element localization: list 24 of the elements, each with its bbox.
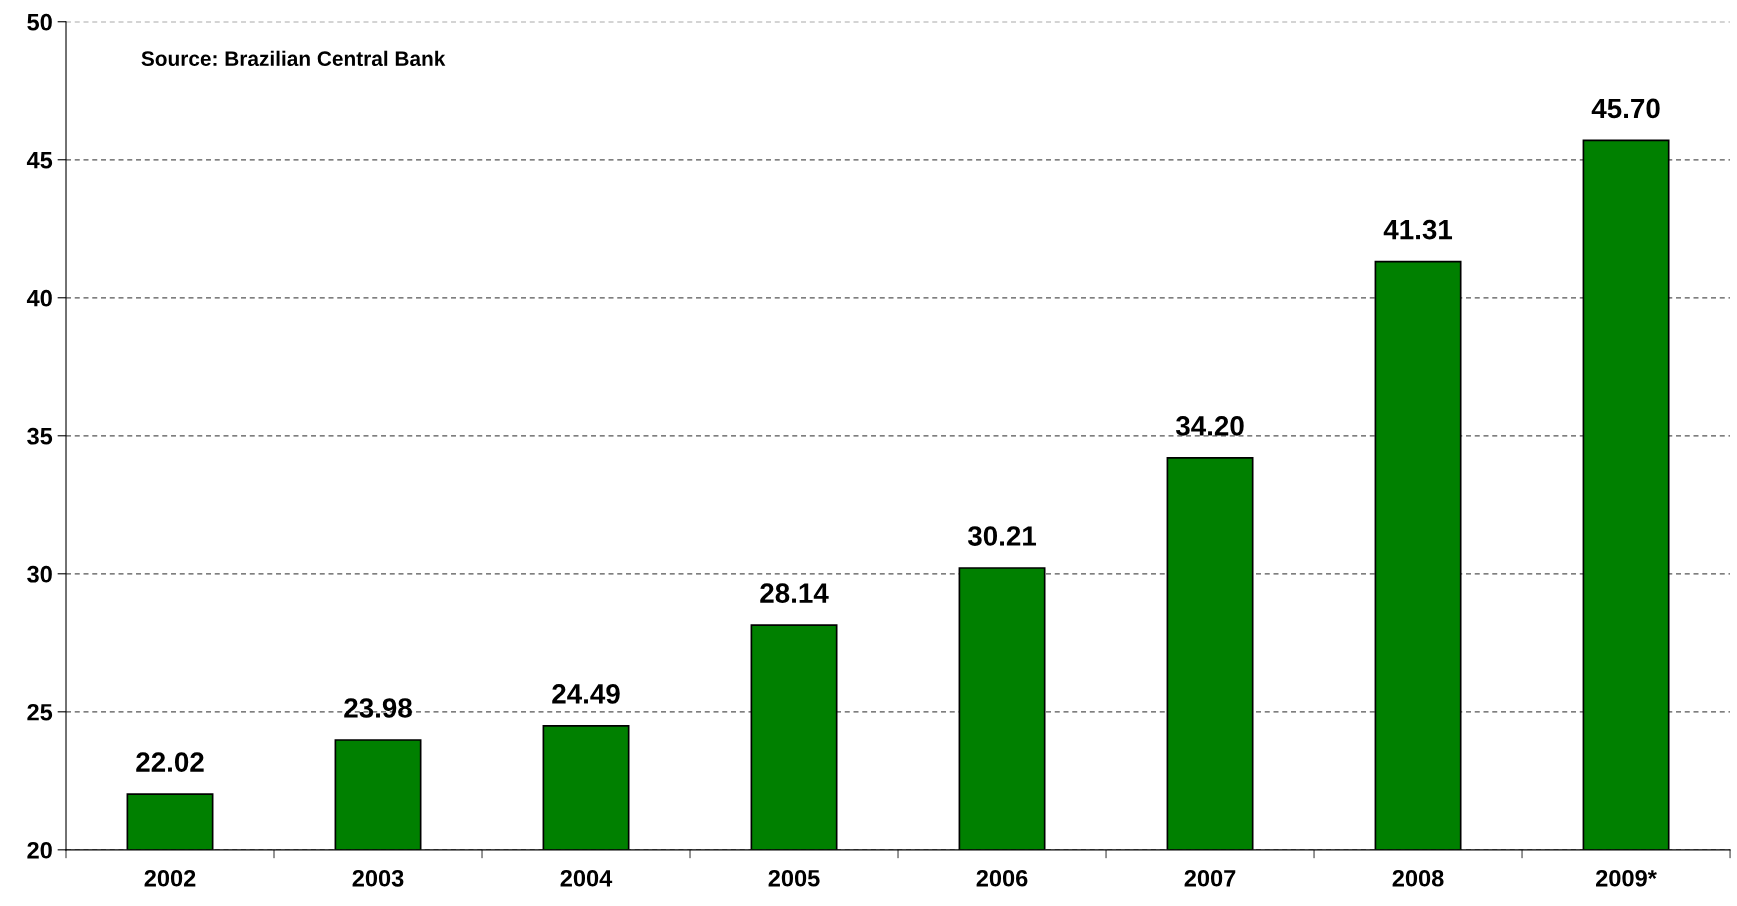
data-label: 28.14 xyxy=(760,583,829,603)
data-label: 23.98 xyxy=(344,698,412,718)
y-tick-label: 25 xyxy=(27,703,53,721)
x-tick-label: 2009* xyxy=(1596,869,1657,887)
x-tick-label: 2007 xyxy=(1184,869,1236,887)
x-tick-label: 2008 xyxy=(1392,869,1444,887)
annotation: Source: Brazilian Central Bank xyxy=(141,50,446,67)
y-tick-label: 40 xyxy=(26,289,52,307)
data-label: 30.21 xyxy=(967,526,1037,546)
data-label: 34.20 xyxy=(1175,416,1244,436)
x-tick-label: 2006 xyxy=(976,869,1028,887)
x-tick-label: 2005 xyxy=(768,869,820,887)
x-tick-label: 2004 xyxy=(560,869,613,887)
data-label: 22.02 xyxy=(136,752,204,772)
y-tick-label: 45 xyxy=(26,152,53,169)
data-label: 41.31 xyxy=(1383,219,1453,240)
x-tick-label: 2002 xyxy=(144,869,196,887)
data-label: 45.70 xyxy=(1591,98,1660,119)
y-tick-label: 20 xyxy=(27,841,52,859)
x-tick-label: 2003 xyxy=(352,869,404,887)
y-tick-label: 30 xyxy=(27,565,52,583)
y-tick-label: 50 xyxy=(27,13,52,31)
y-tick-label: 35 xyxy=(27,427,53,445)
data-label: 24.49 xyxy=(552,684,620,704)
